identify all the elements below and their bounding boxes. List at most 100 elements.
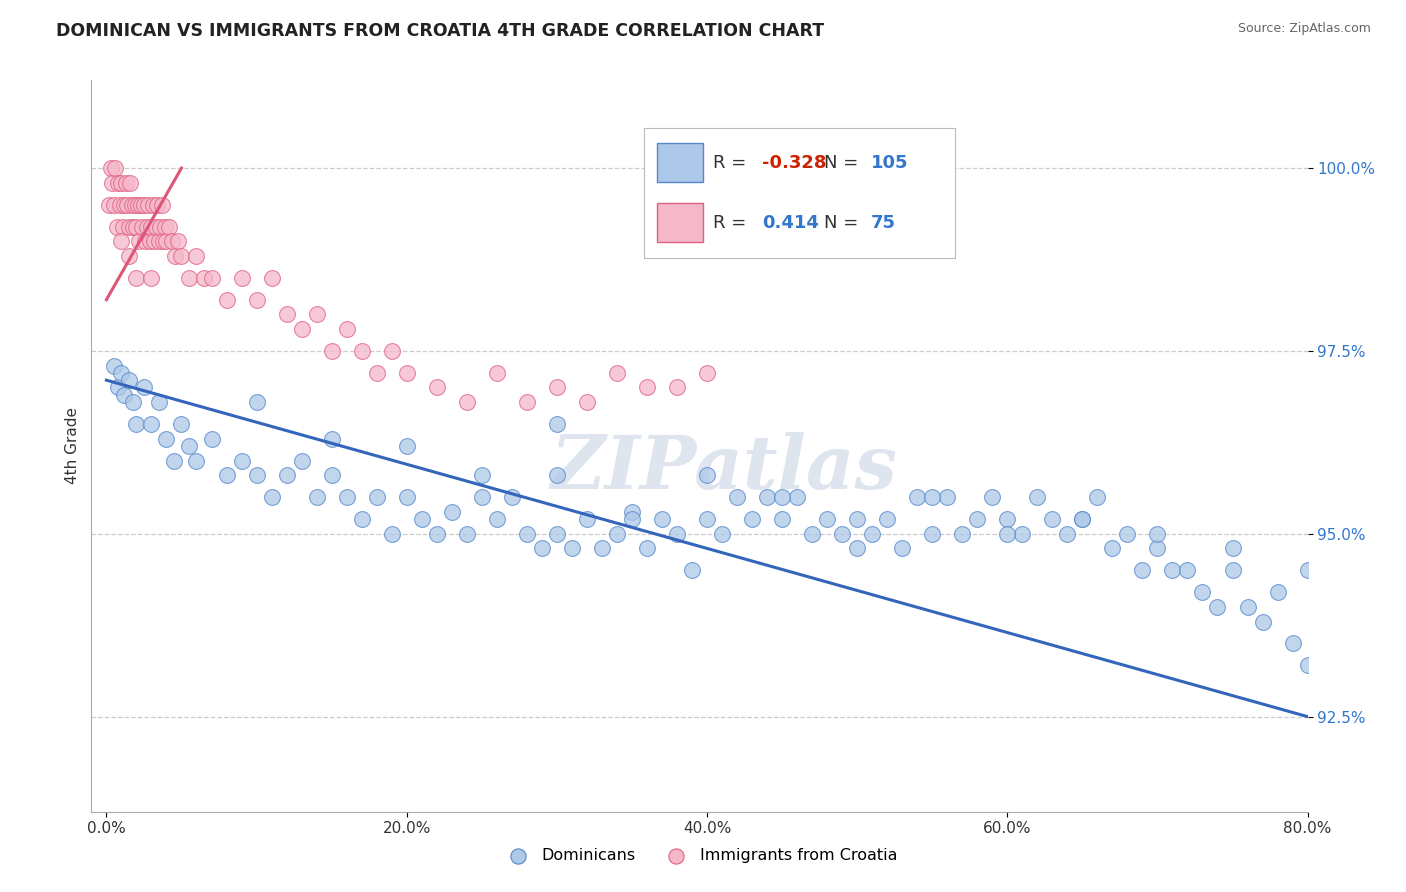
Point [186, 249, 208, 263]
Point [336, 490, 359, 504]
Point [665, 380, 688, 394]
Text: Source: ZipAtlas.com: Source: ZipAtlas.com [1237, 22, 1371, 36]
Text: -0.328: -0.328 [762, 154, 827, 172]
Point [103, 359, 125, 373]
Point [636, 380, 658, 394]
Point [98, 197, 121, 211]
Point [276, 307, 298, 321]
Point [440, 505, 463, 519]
Point [1056, 526, 1078, 541]
Point [770, 512, 793, 526]
Point [186, 453, 208, 467]
Point [471, 490, 494, 504]
Point [395, 490, 418, 504]
Point [711, 526, 734, 541]
Point [1085, 490, 1108, 504]
Point [305, 307, 328, 321]
Point [546, 526, 568, 541]
Point [1267, 585, 1289, 599]
Point [125, 417, 148, 431]
Point [1296, 563, 1319, 577]
Point [350, 343, 373, 358]
Point [1222, 541, 1244, 556]
Text: DOMINICAN VS IMMIGRANTS FROM CROATIA 4TH GRADE CORRELATION CHART: DOMINICAN VS IMMIGRANTS FROM CROATIA 4TH… [56, 22, 824, 40]
Point [1101, 541, 1123, 556]
Point [1251, 615, 1274, 629]
Text: R =: R = [713, 154, 745, 172]
Point [381, 343, 404, 358]
Point [831, 526, 853, 541]
Point [193, 270, 215, 285]
Point [1161, 563, 1184, 577]
Point [107, 380, 129, 394]
Point [846, 541, 869, 556]
Point [142, 197, 165, 211]
Point [1116, 526, 1139, 541]
Point [125, 270, 148, 285]
Point [1071, 512, 1094, 526]
Point [801, 526, 824, 541]
Point [936, 490, 959, 504]
Point [122, 219, 145, 234]
Point [107, 176, 129, 190]
Point [815, 512, 838, 526]
Text: 0.414: 0.414 [762, 214, 820, 232]
Point [381, 526, 404, 541]
Point [665, 526, 688, 541]
Point [145, 219, 167, 234]
Text: N =: N = [824, 154, 859, 172]
Legend: Dominicans, Immigrants from Croatia: Dominicans, Immigrants from Croatia [495, 842, 904, 870]
Point [846, 512, 869, 526]
Point [131, 219, 153, 234]
Point [136, 219, 159, 234]
Point [1177, 563, 1199, 577]
Point [150, 197, 173, 211]
Point [905, 490, 928, 504]
Point [891, 541, 914, 556]
Point [395, 366, 418, 380]
Point [1132, 563, 1154, 577]
Point [112, 388, 135, 402]
Point [155, 234, 177, 248]
Text: ZIPatlas: ZIPatlas [550, 432, 897, 504]
Point [876, 512, 898, 526]
Point [921, 526, 943, 541]
Point [485, 366, 508, 380]
Point [606, 366, 628, 380]
Point [770, 490, 793, 504]
Point [127, 197, 149, 211]
Point [100, 161, 122, 175]
Point [1206, 599, 1229, 614]
Text: R =: R = [713, 214, 745, 232]
Point [260, 270, 283, 285]
Bar [657, 203, 703, 243]
Point [104, 161, 127, 175]
Point [426, 526, 449, 541]
Point [110, 176, 132, 190]
Point [546, 417, 568, 431]
Point [725, 490, 748, 504]
Point [1026, 490, 1049, 504]
Point [122, 395, 145, 409]
Point [1281, 636, 1303, 650]
Point [1040, 512, 1063, 526]
Point [170, 417, 193, 431]
Point [696, 512, 718, 526]
Point [305, 490, 328, 504]
Point [530, 541, 553, 556]
Point [756, 490, 779, 504]
Point [115, 176, 138, 190]
Point [321, 343, 343, 358]
Point [128, 234, 150, 248]
Point [291, 453, 314, 467]
Point [471, 468, 494, 483]
Point [111, 219, 134, 234]
Point [260, 490, 283, 504]
Point [159, 219, 181, 234]
Point [291, 322, 314, 336]
Point [575, 512, 598, 526]
Point [231, 453, 253, 467]
Point [132, 197, 155, 211]
Point [516, 526, 538, 541]
Point [117, 197, 139, 211]
